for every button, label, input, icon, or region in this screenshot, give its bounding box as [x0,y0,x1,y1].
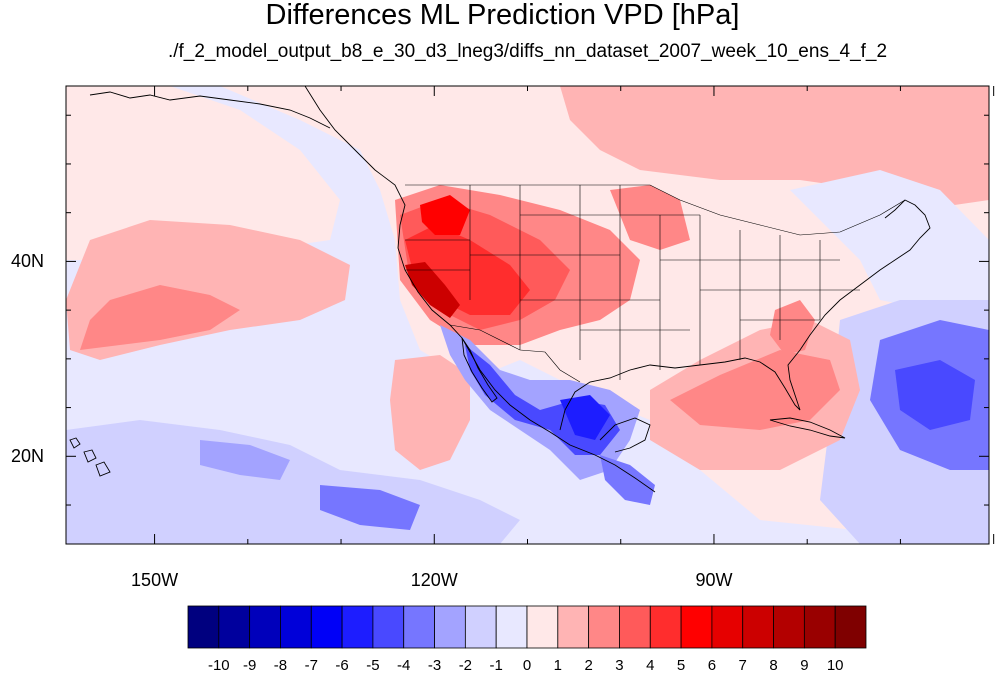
colorbar-swatch [372,605,405,649]
field-carolinas-warm [770,300,815,355]
lat-tick-label: 20N [10,446,44,467]
colorbar-swatch [341,605,374,649]
field-tropical-pacific-cool-core [200,440,290,480]
colorbar-swatch [649,605,682,649]
colorbar-swatch [310,605,343,649]
hawaii-line [69,437,111,477]
colorbar-swatch [619,605,651,649]
colorbar-label: -8 [273,657,288,674]
field-south-pacific-cool-core [320,485,420,530]
colorbar-label: 7 [738,657,747,674]
colorbar-swatch [803,605,836,649]
colorbar-swatch [834,605,867,649]
colorbar-swatch [773,605,805,649]
us-canada-border [405,184,906,236]
lon-tick-label: 150W [131,570,179,590]
field-east-canada-light [790,170,989,310]
field-north-pacific-warm [66,86,340,260]
field-atlantic-cool-inner [895,360,975,430]
colorbar-label: 8 [769,657,778,674]
colorbar-swatch [711,605,744,649]
cuba-line [769,417,846,439]
colorbar-label: -6 [335,657,349,674]
colorbar-swatch [249,605,281,649]
colorbar-label: -3 [427,657,442,674]
lon-tick-label: 90W [695,570,733,590]
colorbar-label: -2 [458,657,473,674]
field-central-pacific-warm-core [80,285,240,350]
colorbar-swatch [434,605,466,649]
field-central-america-cool [600,455,655,505]
chart-title: Differences ML Prediction VPD [hPa] [265,0,740,31]
field-california-max [405,262,460,318]
alaska-line [89,91,331,129]
field-northern-plains-warm [610,185,690,250]
colorbar-swatch [588,605,620,649]
chart-subtitle: ./f_2_model_output_b8_e_30_d3_lneg3/diff… [167,41,888,62]
colorbar-label: 9 [800,657,809,674]
baja-line [461,337,498,403]
axis-ticks [66,86,995,544]
field-oregon-hot [420,195,470,235]
colorbar [187,605,867,649]
colorbar-label: -1 [489,657,503,674]
field-hawaii-warm [390,355,470,470]
state-borders [405,184,906,383]
lon-tick-label: 120W [410,570,458,590]
colorbar-swatch [680,605,713,649]
colorbar-swatch [526,605,559,649]
colorbar-label: -10 [207,657,230,674]
field-mexico-cool-inner [560,395,610,440]
colorbar-swatch [403,605,435,649]
colorbar-swatch [218,605,251,649]
colorbar-label: -4 [397,657,411,674]
colorbar-label: -5 [366,657,380,674]
colorbar-label: 3 [615,657,624,674]
state-lines-east [659,215,860,370]
colorbar-label: 1 [553,657,562,674]
colorbar-swatch [557,605,590,649]
lat-tick-label: 40N [10,251,44,272]
colorbar-label: 6 [707,657,717,674]
colorbar-label: 0 [522,657,532,674]
yucatan-line [599,417,651,453]
colorbar-swatch [495,605,528,649]
colorbar-swatch [464,605,497,649]
gulf-coast-line [559,199,931,431]
us-mexico-border [449,324,581,383]
field-southeast-warm-core [670,350,840,430]
state-lines-west [405,185,700,380]
difference-field [66,86,989,544]
colorbar-label: -7 [304,657,318,674]
colorbar-swatch [742,605,774,649]
colorbar-label: -9 [242,657,257,674]
colorbar-label: 2 [584,657,593,674]
colorbar-swatch [187,605,220,649]
colorbar-label: 5 [676,657,686,674]
colorbar-swatch [280,605,312,649]
colorbar-label: 10 [826,657,844,674]
colorbar-label: 4 [646,657,655,674]
